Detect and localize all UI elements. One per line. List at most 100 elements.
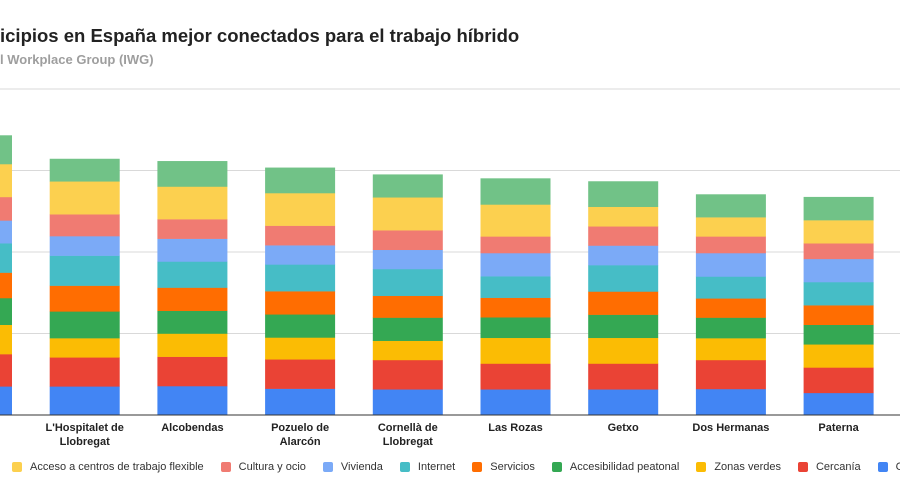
bar-segment <box>480 178 551 205</box>
bar-segment <box>695 317 766 339</box>
bar-segment <box>695 388 766 416</box>
bar-segment <box>480 337 551 364</box>
bar-segment <box>372 268 443 296</box>
bar-segment <box>49 236 120 256</box>
x-tick-label: Las Rozas <box>488 422 542 434</box>
bar-segment <box>588 291 659 315</box>
x-tick-label: Cornellà de Llobregat <box>378 422 438 448</box>
bar-segment <box>588 389 659 416</box>
legend-label: Vivienda <box>340 461 383 473</box>
bar-segment <box>695 236 766 254</box>
legend-label: Servicios <box>490 461 535 473</box>
bar-segment <box>157 261 228 288</box>
bar-segment <box>695 338 766 361</box>
legend-label: Zonas verdes <box>714 461 781 473</box>
bar-segment <box>695 194 766 218</box>
x-tick-label: Pozuelo de Alarcón <box>271 422 329 448</box>
legend-item: Cultura y ocio <box>220 461 306 473</box>
bar-segment <box>803 324 874 345</box>
bar-segment <box>480 363 551 390</box>
legend-item: Conecti <box>877 461 900 473</box>
bar-segment <box>372 317 443 341</box>
bar-segment <box>265 167 336 194</box>
bar-segment <box>49 255 120 286</box>
bar-segment <box>372 359 443 390</box>
bar-segment <box>157 310 228 334</box>
bar-segment <box>803 196 874 221</box>
bar-segment <box>0 163 12 198</box>
bar-segment <box>157 385 228 416</box>
legend-label: Acceso a centros de trabajo flexible <box>30 461 204 473</box>
bar-segment <box>265 245 336 265</box>
legend-item: Vivienda <box>322 461 383 473</box>
x-tick-label: Dos Hermanas <box>692 422 769 434</box>
bar-segment <box>265 314 336 338</box>
bar-segment <box>265 192 336 226</box>
legend-swatch <box>399 462 410 472</box>
bar-segment <box>480 236 551 254</box>
bar-segment <box>265 291 336 315</box>
bar-segment <box>49 181 120 215</box>
legend-swatch <box>696 462 707 472</box>
bar-segment <box>588 245 659 266</box>
x-tick-label: Alcobendas <box>161 422 223 434</box>
legend-item: Accesibilidad peatonal <box>551 461 680 473</box>
bar-segment <box>803 305 874 325</box>
bar-segment <box>157 287 228 311</box>
bar-segment <box>372 197 443 231</box>
legend-label: Conecti <box>895 461 900 473</box>
bar-segment <box>49 357 120 387</box>
legend-swatch <box>472 462 483 472</box>
bar-segment <box>265 337 336 360</box>
bar-segment <box>588 363 659 390</box>
bar-segment <box>480 389 551 416</box>
bar-segment <box>157 161 228 187</box>
legend-swatch <box>322 462 333 472</box>
bar-segment <box>49 386 120 416</box>
bar-segment <box>49 214 120 237</box>
bar-segment <box>480 204 551 237</box>
legend: Acceso a centros de trabajo flexible Cult… <box>12 461 900 473</box>
bar-segment <box>372 340 443 361</box>
legend-label: Cercanía <box>815 461 861 473</box>
bar-segment <box>0 196 12 221</box>
bar-segment <box>265 264 336 292</box>
bar-segment <box>588 226 659 246</box>
legend-swatch <box>220 462 231 472</box>
x-tick-label: L'Hospitalet de Llobregat <box>45 422 123 448</box>
bar-segment <box>49 311 120 339</box>
bar-segment <box>265 388 336 416</box>
bar-segment <box>157 356 228 387</box>
legend-swatch <box>551 462 562 472</box>
bar-segment <box>0 324 12 355</box>
bar-segment <box>372 389 443 416</box>
bar-segment <box>49 285 120 312</box>
bar-segment <box>0 297 12 325</box>
bar-segment <box>695 252 766 277</box>
legend-item: Zonas verdes <box>696 461 781 473</box>
bar-segment <box>588 314 659 339</box>
bar-segment <box>588 265 659 292</box>
legend-label: Internet <box>417 461 456 473</box>
bar-segment <box>0 220 12 244</box>
bar-segment <box>157 238 228 262</box>
bar-segment <box>803 367 874 394</box>
bar-segment <box>480 317 551 339</box>
bar-segment <box>0 386 12 416</box>
bar-segment <box>372 230 443 251</box>
legend-swatch <box>12 462 22 472</box>
legend-swatch <box>797 462 808 472</box>
bar-segment <box>372 174 443 198</box>
legend-swatch <box>877 462 888 472</box>
bar-segment <box>0 272 12 299</box>
bar-segment <box>803 281 874 306</box>
bar-segment <box>49 158 120 182</box>
x-tick-label: Getxo <box>608 422 639 434</box>
legend-item: Acceso a centros de trabajo flexible <box>12 461 204 473</box>
bar-segment <box>803 243 874 260</box>
bar-segment <box>265 225 336 246</box>
legend-label: Accesibilidad peatonal <box>569 461 680 473</box>
bar-segment <box>480 252 551 277</box>
bar-segment <box>157 219 228 239</box>
bar-segment <box>695 298 766 318</box>
